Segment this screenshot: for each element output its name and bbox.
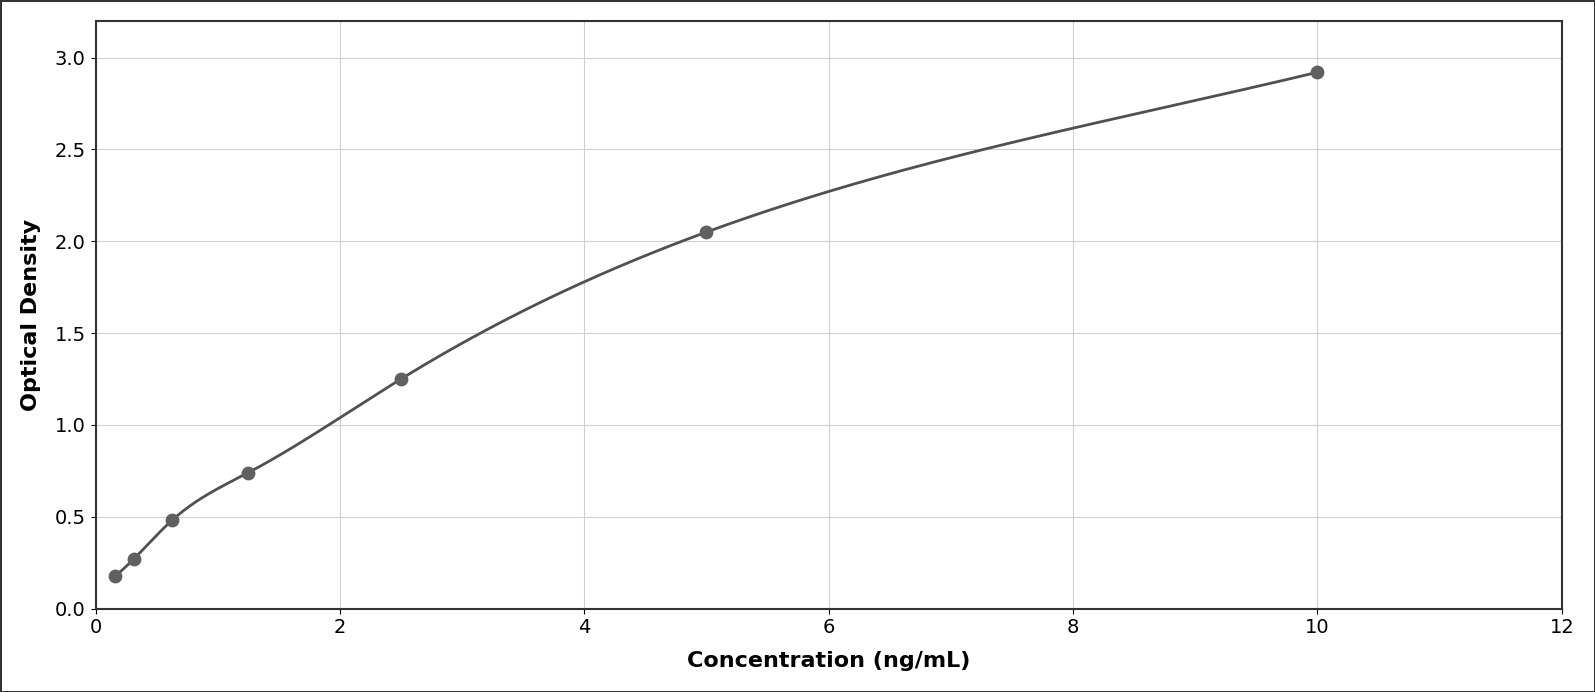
Point bbox=[388, 374, 413, 385]
Point bbox=[121, 554, 147, 565]
Point bbox=[160, 515, 185, 526]
X-axis label: Concentration (ng/mL): Concentration (ng/mL) bbox=[687, 651, 970, 671]
Y-axis label: Optical Density: Optical Density bbox=[21, 219, 41, 411]
Point bbox=[1305, 66, 1330, 78]
Point bbox=[694, 226, 719, 237]
Point bbox=[102, 571, 128, 582]
Point bbox=[236, 467, 262, 478]
